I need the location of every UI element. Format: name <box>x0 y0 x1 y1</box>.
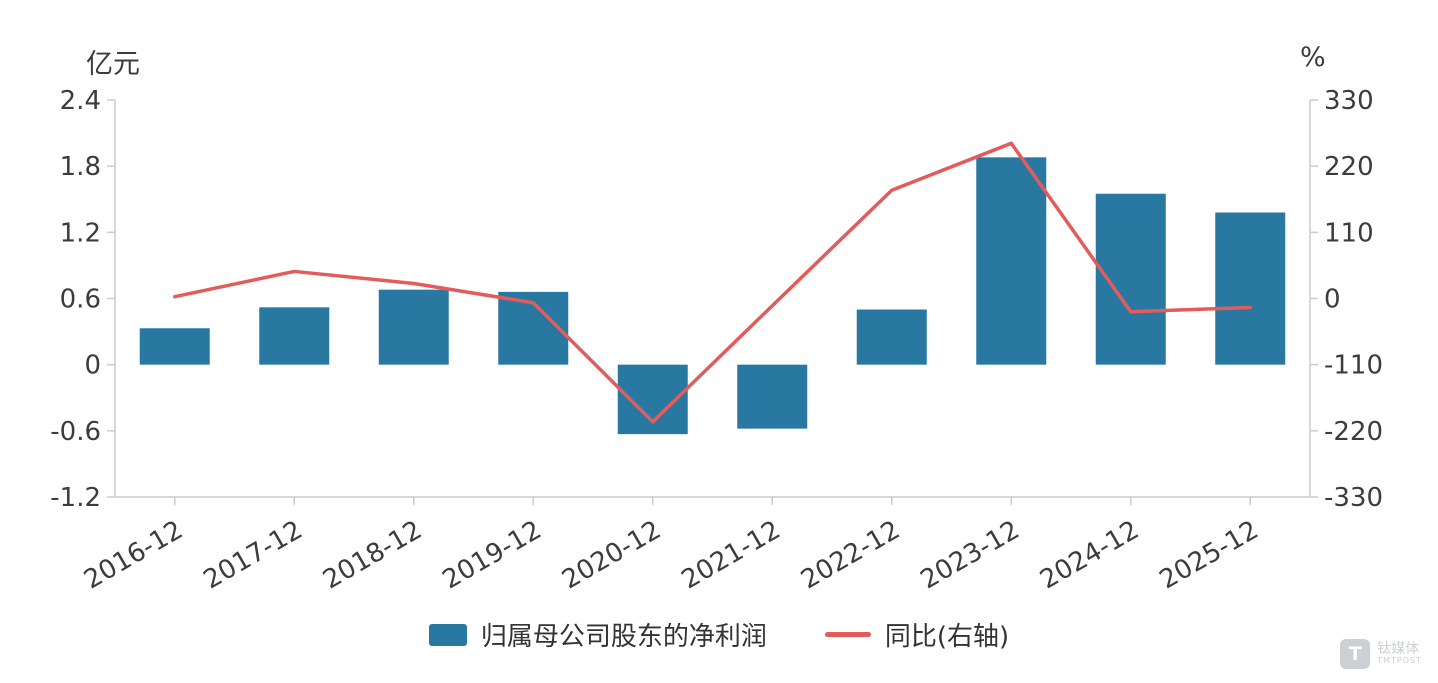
x-axis-tick-label: 2021-12 <box>677 515 786 595</box>
right-axis-unit-label: % <box>1300 42 1326 73</box>
x-axis-tick-label: 2025-12 <box>1155 515 1264 595</box>
line-series-label: 同比(右轴) <box>884 622 1010 652</box>
left-axis-tick-label: 0 <box>84 351 101 381</box>
bar <box>737 364 808 429</box>
left-axis-tick-label: 2.4 <box>60 86 101 116</box>
watermark-text: 钛媒体 TMTPOST <box>1377 640 1422 666</box>
watermark-sub: TMTPOST <box>1377 656 1422 666</box>
legend-item-line-series[interactable]: 同比(右轴) <box>824 616 1010 653</box>
line-series <box>173 141 1252 424</box>
left-axis-unit-label: 亿元 <box>86 49 140 80</box>
x-axis-tick-label: 2020-12 <box>557 515 666 595</box>
x-axis-tick-label: 2023-12 <box>916 515 1025 595</box>
left-axis-tick-label: 1.2 <box>60 218 101 248</box>
bar <box>139 328 210 365</box>
bar-series-label: 归属母公司股东的净利润 <box>480 622 767 652</box>
x-axis-tick-label: 2018-12 <box>318 515 427 595</box>
bar <box>976 157 1047 365</box>
bar-series-swatch <box>428 623 467 646</box>
watermark-brand: 钛媒体 <box>1377 640 1420 657</box>
x-axis-tick-label: 2016-12 <box>79 515 188 595</box>
bar <box>856 309 927 365</box>
x-axis-tick-label: 2019-12 <box>438 515 547 595</box>
legend-item-bar-series[interactable]: 归属母公司股东的净利润 <box>428 616 767 653</box>
x-axis-tick-label: 2024-12 <box>1035 515 1144 595</box>
left-axis-tick-label: -1.2 <box>50 483 101 513</box>
right-axis-tick-label: 110 <box>1324 218 1374 248</box>
watermark: T 钛媒体 TMTPOST <box>1340 639 1422 669</box>
line-series-swatch <box>824 632 871 637</box>
right-axis-tick-label: -110 <box>1324 351 1383 381</box>
right-axis-tick-label: 0 <box>1324 285 1341 315</box>
axes: 2.4 1.8 1.2 0.6 0 -0.6 -1.2 330 220 110 0 -110 -220 -… <box>50 86 1383 595</box>
right-axis-tick-label: 220 <box>1324 152 1374 182</box>
bar-series <box>139 157 1286 435</box>
x-axis-tick-label: 2017-12 <box>199 515 308 595</box>
right-axis-tick-label: -330 <box>1324 483 1383 513</box>
bar <box>259 307 330 365</box>
bar <box>378 289 449 365</box>
right-axis-tick-label: 330 <box>1324 86 1374 116</box>
bar <box>1215 212 1286 365</box>
left-axis-tick-label: 0.6 <box>60 285 101 315</box>
left-axis-tick-label: -0.6 <box>50 417 101 447</box>
x-axis-tick-label: 2022-12 <box>796 515 905 595</box>
legend: 归属母公司股东的净利润 同比(右轴) <box>0 616 1438 653</box>
tmtpost-logo-icon: T <box>1340 639 1371 669</box>
left-axis-tick-label: 1.8 <box>60 152 101 182</box>
right-axis-tick-label: -220 <box>1324 417 1383 447</box>
